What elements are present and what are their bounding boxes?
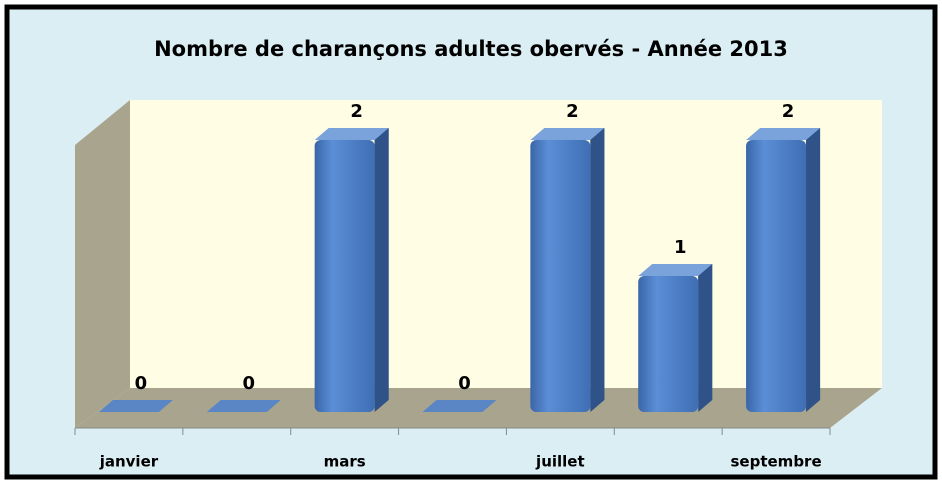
value-label: 2 [566, 101, 579, 122]
value-label: 2 [350, 101, 363, 122]
bar-face [314, 140, 375, 412]
bar-face [206, 400, 281, 412]
bar-face [530, 128, 605, 140]
bar [206, 400, 281, 412]
bar-face [590, 128, 605, 412]
bar-face [638, 264, 713, 276]
bar [98, 400, 173, 412]
bar-face [530, 140, 591, 412]
value-label: 0 [135, 373, 148, 394]
value-label: 2 [782, 101, 795, 122]
bar-face [698, 264, 713, 412]
bar [422, 400, 497, 412]
bar-face [98, 400, 173, 412]
x-tick-label: mars [324, 453, 366, 471]
bar-face [746, 128, 821, 140]
bar [746, 128, 821, 412]
bar [530, 128, 605, 412]
bar-face [638, 276, 699, 412]
chart-title: Nombre de charançons adultes obervés - A… [154, 37, 788, 61]
x-tick-label: janvier [99, 453, 159, 471]
value-label: 0 [458, 373, 471, 394]
bar [314, 128, 389, 412]
bar-face [374, 128, 389, 412]
x-tick-label: juillet [535, 453, 585, 471]
bar-face [746, 140, 807, 412]
side-wall [75, 100, 130, 428]
bar [638, 264, 713, 412]
bar-face [314, 128, 389, 140]
bar-face [422, 400, 497, 412]
value-label: 1 [674, 237, 687, 258]
bar-face [806, 128, 821, 412]
x-tick-label: septembre [731, 453, 822, 471]
value-label: 0 [243, 373, 256, 394]
